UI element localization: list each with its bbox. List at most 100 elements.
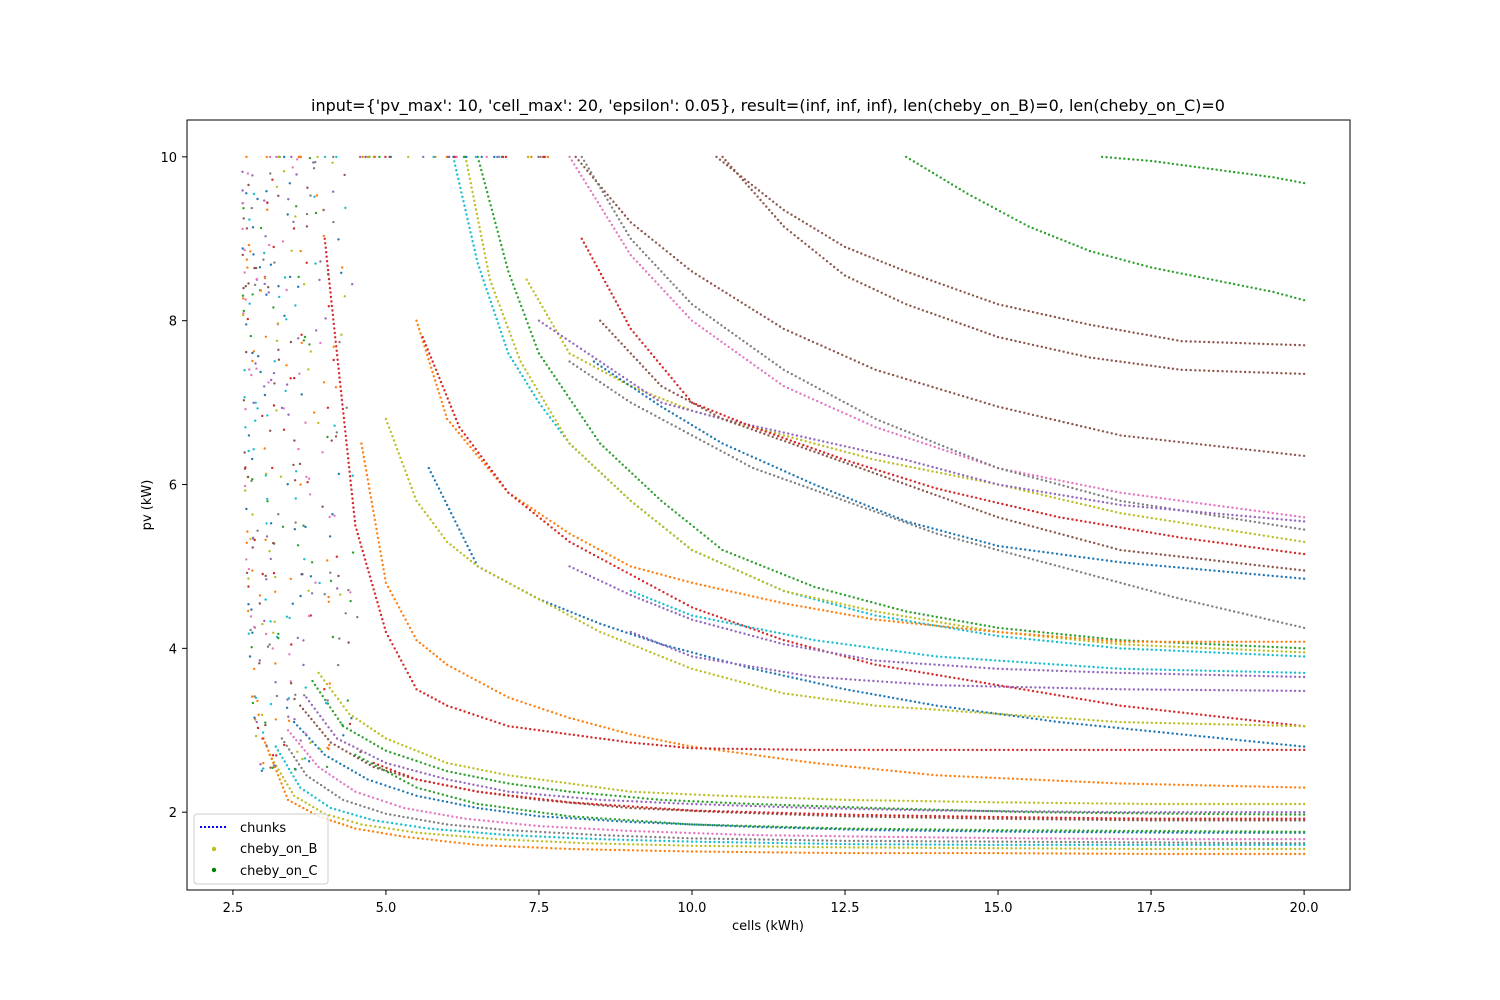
series-point [336,697,340,701]
series-point [1082,802,1085,805]
series-point [947,664,950,667]
series-point [1267,721,1270,724]
series-point [573,790,576,794]
series-point [944,774,947,777]
series-point [967,325,970,328]
series-point [583,419,587,423]
series-point [935,387,938,390]
series-point [616,487,620,490]
series-point [537,352,541,355]
series-point [854,765,857,769]
series-point [674,511,677,514]
series-point [560,527,564,530]
series-point [437,487,441,490]
series-point [989,776,992,779]
series-point [596,367,600,370]
series-point [1094,724,1097,727]
series-point [1217,651,1221,654]
series-point [590,626,594,629]
series-point [1118,802,1121,805]
series-point [488,278,492,281]
series-point [784,470,787,473]
series-point [687,421,690,424]
series-point [1019,220,1022,224]
series-point [813,438,816,441]
series-point [1084,539,1087,542]
series-point [948,470,952,473]
series-point [1132,721,1136,724]
series-point [1173,649,1176,652]
series-point [1054,811,1057,814]
series-point [1097,429,1100,432]
series-point [683,264,686,267]
series-point [1240,723,1243,726]
series-point [874,614,877,617]
series-point [1097,500,1100,503]
series-point [985,711,988,714]
series-point [1042,631,1045,634]
series-point [489,787,493,790]
series-point [948,676,952,679]
series-point [356,532,359,536]
series-point [852,605,855,608]
series-point [1042,715,1045,719]
series-point [559,336,562,340]
series-point [498,326,501,329]
series-point [782,327,785,331]
series-point [959,322,962,325]
series-point [545,324,548,327]
series-point [970,478,973,481]
series-point [926,464,930,467]
series-point [1225,341,1229,344]
series-point [682,746,685,749]
series-point [577,170,581,174]
series-point [1033,549,1036,552]
series-point [592,553,596,557]
series-point [695,802,698,806]
series-point [675,286,678,290]
series-point [1101,637,1104,640]
series-point [1289,295,1293,298]
series-point [992,482,995,485]
series-point [678,613,681,616]
series-point [1298,724,1301,728]
series-point [626,383,629,386]
series-point [876,768,880,771]
series-point [844,748,848,752]
series-point [1110,720,1113,723]
series-point [866,422,869,425]
series-point [848,656,851,659]
series-point [733,802,736,805]
series-point [1090,811,1093,815]
series-point [529,330,533,334]
series-point [1280,640,1283,643]
series-point [1010,408,1013,411]
series-point [832,407,836,410]
series-point [892,660,895,664]
series-point [1062,494,1065,497]
series-point [445,540,449,544]
series-point [1141,721,1145,724]
series-point [1093,700,1096,703]
series-point [1186,567,1189,570]
series-point [1047,779,1051,782]
series-point [437,775,440,779]
series-point [716,337,719,341]
series-point [1244,644,1248,647]
series-point [1062,721,1066,724]
series-point [900,376,904,379]
series-point [671,508,674,511]
series-point [717,674,720,678]
series-point [1053,482,1057,485]
series-point [664,740,667,743]
series-point [894,748,898,752]
series-point [686,604,690,607]
series-point [441,777,444,780]
series-point [1171,162,1175,166]
series-point [722,749,725,753]
series-point [668,745,672,748]
series-point [1208,802,1211,806]
series-point [930,492,933,495]
series-point [919,623,923,626]
series-point [1190,442,1194,445]
